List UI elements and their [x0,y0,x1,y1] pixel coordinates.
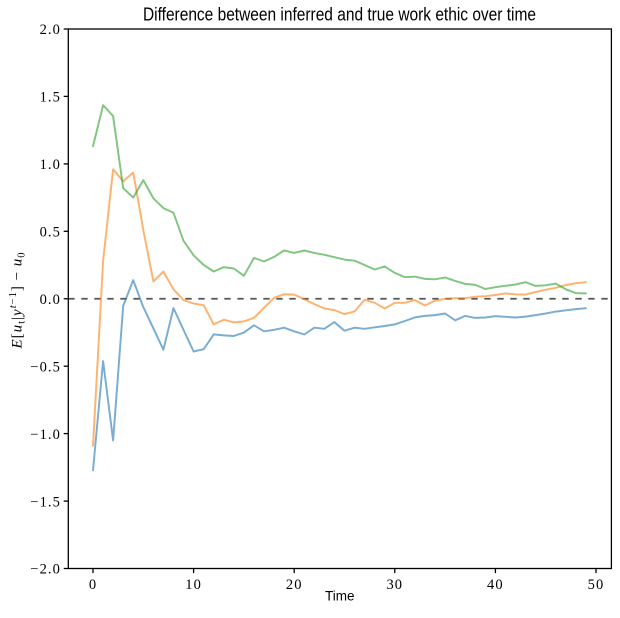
svg-text:50: 50 [588,577,605,593]
svg-text:1.0: 1.0 [40,157,61,173]
svg-text:E[ut|yt−1] − u0: E[ut|yt−1] − u0 [8,251,28,349]
svg-text:0.0: 0.0 [40,292,61,308]
svg-text:−0.5: −0.5 [30,359,61,375]
svg-text:2.0: 2.0 [40,22,61,38]
svg-text:−2.0: −2.0 [30,562,61,578]
svg-text:Time: Time [325,589,355,604]
svg-text:30: 30 [386,577,403,593]
svg-text:1.5: 1.5 [40,90,61,106]
svg-text:−1.0: −1.0 [30,427,61,443]
svg-text:20: 20 [286,577,303,593]
svg-text:−1.5: −1.5 [30,494,61,510]
svg-text:0: 0 [89,577,97,593]
svg-text:0.5: 0.5 [40,225,61,241]
svg-text:40: 40 [487,577,504,593]
svg-text:Difference between inferred an: Difference between inferred and true wor… [143,5,536,25]
svg-text:10: 10 [185,577,202,593]
